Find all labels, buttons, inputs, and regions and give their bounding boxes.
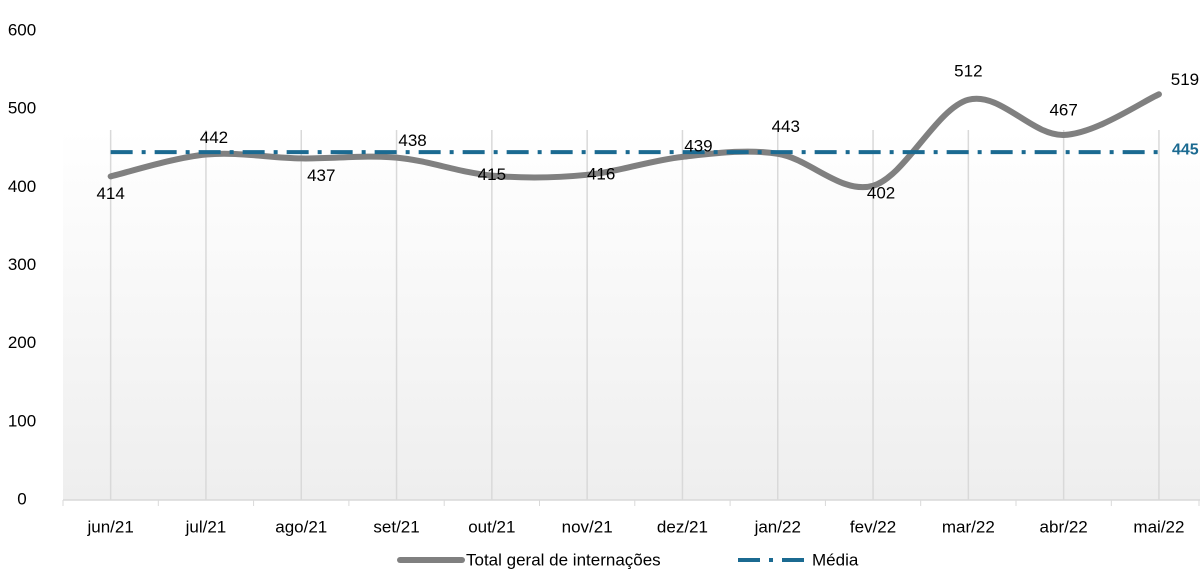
legend-label: Total geral de internações <box>466 550 661 569</box>
y-tick-label: 300 <box>8 255 36 274</box>
y-tick-label: 600 <box>8 20 36 39</box>
y-tick-label: 100 <box>8 411 36 430</box>
legend-label: Média <box>812 550 859 569</box>
data-label: 442 <box>200 128 228 147</box>
average-label: 445 <box>1172 141 1199 158</box>
data-label: 512 <box>954 61 982 80</box>
x-tick-label: out/21 <box>468 517 515 536</box>
x-tick-label: nov/21 <box>562 517 613 536</box>
data-label: 402 <box>867 183 895 202</box>
line-series <box>107 91 1162 191</box>
x-tick-label: abr/22 <box>1040 517 1088 536</box>
x-tick-label: jan/22 <box>754 517 801 536</box>
data-label: 467 <box>1049 100 1077 119</box>
data-label: 414 <box>96 184 124 203</box>
data-label: 439 <box>684 136 712 155</box>
x-tick-label: jun/21 <box>86 517 133 536</box>
data-label: 415 <box>478 165 506 184</box>
data-label: 437 <box>307 166 335 185</box>
legend: Total geral de internações Média <box>397 550 859 569</box>
y-tick-label: 0 <box>17 489 26 508</box>
y-tick-label: 200 <box>8 333 36 352</box>
x-tick-label: fev/22 <box>850 517 896 536</box>
data-label: 438 <box>398 131 426 150</box>
x-tick-label: mar/22 <box>942 517 995 536</box>
y-tick-label: 400 <box>8 177 36 196</box>
y-tick-label: 500 <box>8 99 36 118</box>
data-label: 519 <box>1171 70 1199 89</box>
data-label: 443 <box>772 117 800 136</box>
plot-background <box>63 130 1200 500</box>
x-tick-label: jul/21 <box>185 517 227 536</box>
data-label: 416 <box>587 164 615 183</box>
x-tick-label: ago/21 <box>275 517 327 536</box>
x-tick-label: dez/21 <box>657 517 708 536</box>
x-tick-label: set/21 <box>373 517 419 536</box>
x-tick-label: mai/22 <box>1133 517 1184 536</box>
